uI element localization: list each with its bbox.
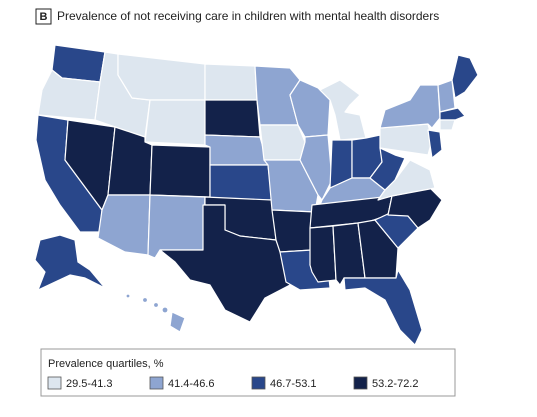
state xyxy=(259,124,306,161)
state xyxy=(271,209,316,253)
legend-swatch xyxy=(251,376,266,390)
title: Prevalence of not receiving care in chil… xyxy=(57,9,439,23)
state xyxy=(147,194,206,259)
state xyxy=(427,129,443,159)
islands xyxy=(125,293,186,333)
state xyxy=(149,144,211,198)
state xyxy=(437,79,456,113)
state xyxy=(343,269,423,346)
state xyxy=(379,84,441,129)
state xyxy=(204,63,258,101)
state xyxy=(357,219,399,279)
legend-swatch xyxy=(47,376,62,390)
legend-label: 53.2-72.2 xyxy=(372,378,418,390)
panel-label: B xyxy=(40,11,48,23)
legend-label: 29.5-41.3 xyxy=(66,378,112,390)
state xyxy=(204,134,269,166)
state xyxy=(439,119,456,131)
legend-swatch xyxy=(149,376,164,390)
state xyxy=(97,194,151,256)
state xyxy=(107,126,153,196)
legend-title: Prevalence quartiles, % xyxy=(48,358,164,370)
state xyxy=(299,134,333,201)
state xyxy=(209,164,273,201)
legend-items: 29.5-41.3 41.4-46.6 46.7-53.1 53.2-72.2 xyxy=(47,376,418,390)
legend-label: 41.4-46.6 xyxy=(168,378,214,390)
map xyxy=(34,44,479,346)
state xyxy=(379,123,433,156)
state xyxy=(159,204,291,323)
state xyxy=(319,79,367,141)
state xyxy=(204,99,261,138)
panel-label-box xyxy=(35,8,52,25)
state xyxy=(439,107,466,121)
state xyxy=(117,53,206,101)
state xyxy=(369,147,406,191)
state xyxy=(289,79,331,138)
state xyxy=(144,99,206,146)
legend-label: 46.7-53.1 xyxy=(270,378,316,390)
legend-box xyxy=(40,348,456,397)
state xyxy=(34,234,106,291)
state xyxy=(451,54,479,99)
legend-swatch xyxy=(353,376,368,390)
state xyxy=(309,225,337,283)
